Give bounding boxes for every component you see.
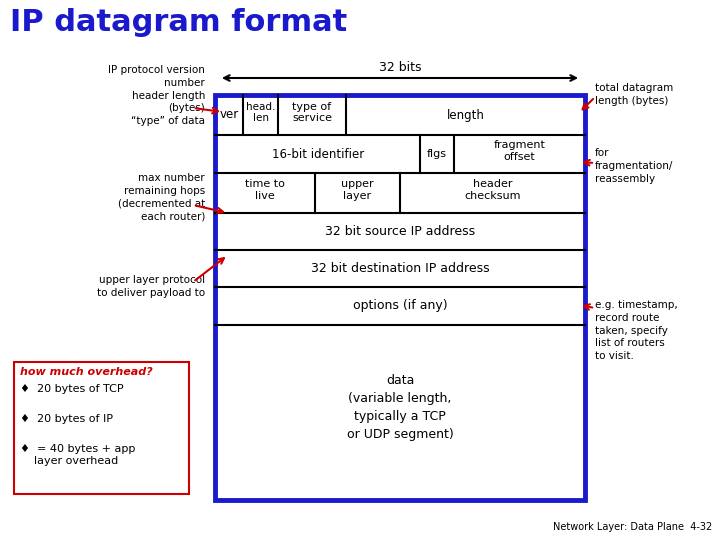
Text: options (if any): options (if any): [353, 300, 447, 313]
Text: time to
live: time to live: [245, 179, 285, 201]
Text: upper layer protocol
to deliver payload to: upper layer protocol to deliver payload …: [97, 275, 205, 298]
Text: IP datagram format: IP datagram format: [10, 8, 347, 37]
Text: max number
remaining hops
(decremented at
each router): max number remaining hops (decremented a…: [118, 173, 205, 221]
Text: total datagram
length (bytes): total datagram length (bytes): [595, 83, 673, 106]
Text: 32 bit destination IP address: 32 bit destination IP address: [311, 262, 490, 275]
Text: ver: ver: [220, 109, 238, 122]
Text: upper
layer: upper layer: [341, 179, 374, 201]
Text: Network Layer: Data Plane  4-32: Network Layer: Data Plane 4-32: [553, 522, 712, 532]
Text: flgs: flgs: [427, 149, 447, 159]
Text: 32 bit source IP address: 32 bit source IP address: [325, 225, 475, 238]
Text: header
checksum: header checksum: [464, 179, 521, 201]
Text: fragment
offset: fragment offset: [493, 140, 545, 162]
Text: how much overhead?: how much overhead?: [20, 367, 153, 377]
Text: length: length: [446, 109, 485, 122]
Text: type of
service: type of service: [292, 102, 332, 123]
Text: 16-bit identifier: 16-bit identifier: [271, 147, 364, 160]
Text: ♦  = 40 bytes + app
    layer overhead: ♦ = 40 bytes + app layer overhead: [20, 444, 135, 466]
Text: for
fragmentation/
reassembly: for fragmentation/ reassembly: [595, 148, 673, 184]
Text: 32 bits: 32 bits: [379, 61, 421, 74]
Text: ♦  20 bytes of TCP: ♦ 20 bytes of TCP: [20, 384, 124, 394]
Bar: [215, 95, 585, 500]
Text: e.g. timestamp,
record route
taken, specify
list of routers
to visit.: e.g. timestamp, record route taken, spec…: [595, 300, 678, 361]
Bar: [14, 362, 189, 494]
Text: head.
len: head. len: [246, 102, 275, 123]
Text: ♦  20 bytes of IP: ♦ 20 bytes of IP: [20, 414, 113, 424]
Text: IP protocol version
number
header length
(bytes)
“type” of data: IP protocol version number header length…: [108, 65, 205, 126]
Text: data
(variable length,
typically a TCP
or UDP segment): data (variable length, typically a TCP o…: [346, 374, 454, 441]
